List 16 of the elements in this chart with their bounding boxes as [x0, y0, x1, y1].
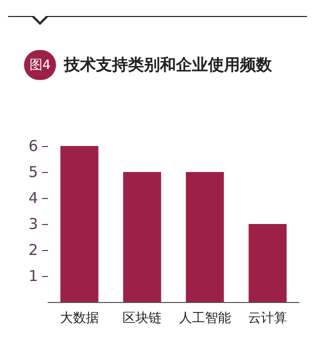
x-tick-label: 云计算	[248, 311, 288, 326]
y-tick-label: 2	[28, 241, 38, 259]
bar	[60, 146, 98, 302]
bar	[186, 172, 224, 302]
caption: 图4	[24, 50, 56, 80]
chart-title: 技术支持类别和企业使用频数	[64, 54, 272, 76]
x-tick-label: 区块链	[122, 311, 162, 326]
bar	[123, 172, 162, 302]
x-tick-label: 大数据	[60, 311, 99, 326]
bar	[248, 224, 287, 302]
x-tick-label: 人工智能	[178, 311, 231, 326]
y-tick-label: 6	[28, 137, 38, 155]
y-tick-label: 5	[28, 163, 38, 181]
y-tick-label: 1	[28, 267, 38, 285]
y-tick-label: 4	[28, 189, 38, 207]
y-tick-label: 3	[28, 215, 38, 233]
